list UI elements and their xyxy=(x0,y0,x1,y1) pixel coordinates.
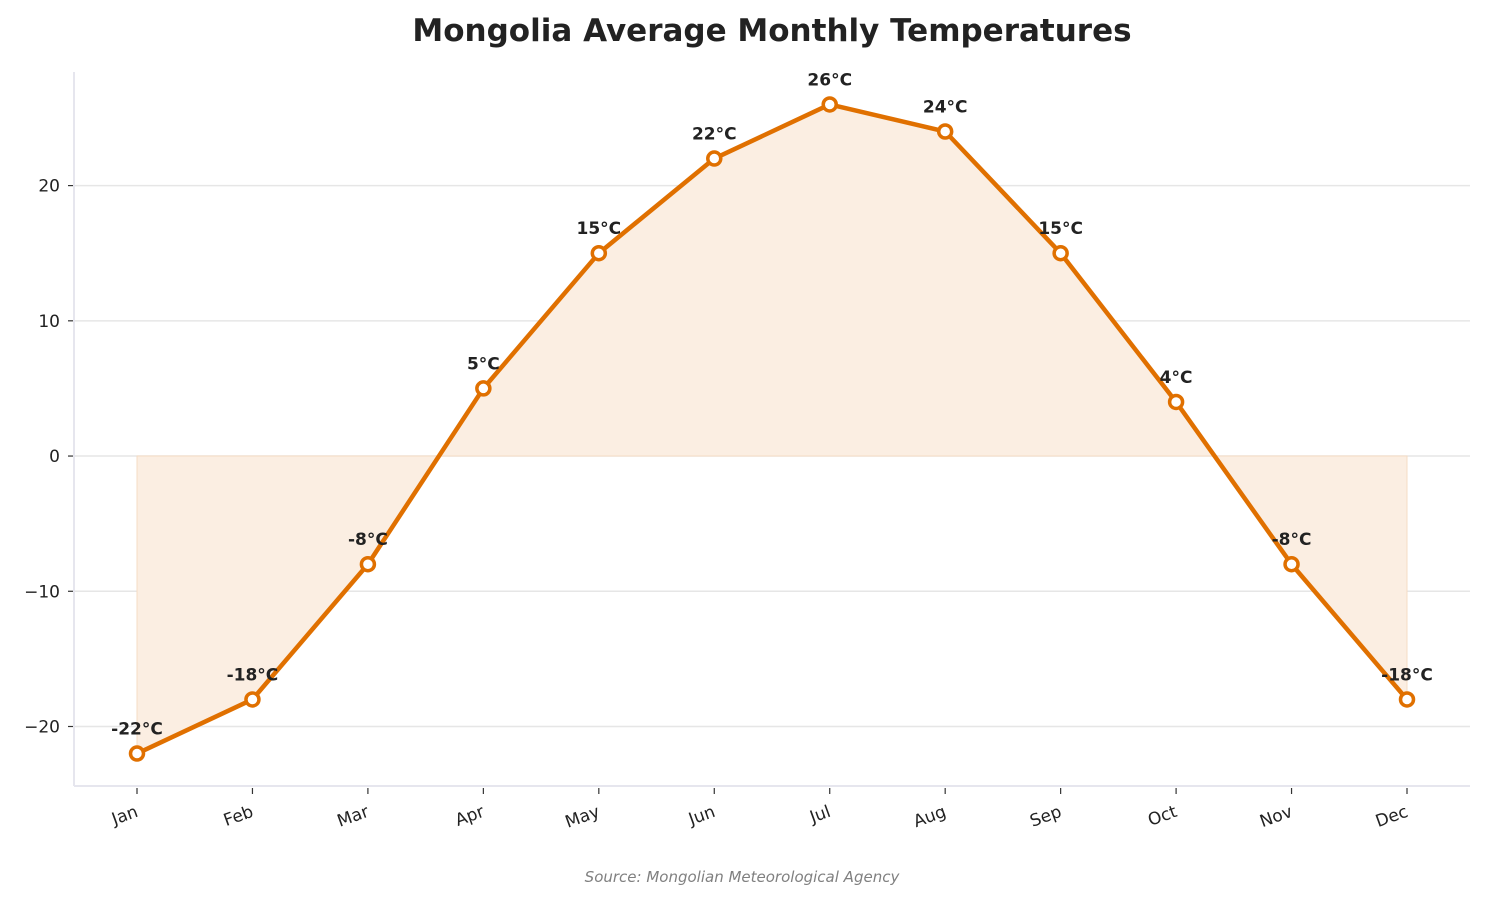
x-tick-label: Feb xyxy=(221,802,256,831)
data-point xyxy=(821,96,838,113)
y-tick-label: −20 xyxy=(24,718,60,738)
data-point xyxy=(359,555,377,573)
data-label: 24°C xyxy=(923,98,968,118)
data-point xyxy=(1283,555,1300,573)
data-label: 22°C xyxy=(692,125,737,145)
x-tick-label: Jul xyxy=(806,802,833,828)
data-point xyxy=(244,691,261,708)
data-label: -8°C xyxy=(1272,530,1312,550)
data-label: 5°C xyxy=(467,354,500,374)
data-label: -22°C xyxy=(111,720,163,740)
data-label: -18°C xyxy=(227,665,279,685)
x-tick-label: May xyxy=(563,802,603,833)
data-point xyxy=(1052,244,1069,262)
data-point xyxy=(475,380,492,397)
data-point xyxy=(706,150,723,167)
data-point xyxy=(590,244,608,262)
x-tick-label: Sep xyxy=(1027,802,1064,832)
data-label: -8°C xyxy=(348,530,388,550)
x-tick-label: Dec xyxy=(1373,802,1411,832)
data-point xyxy=(936,123,954,140)
series-line xyxy=(136,102,1409,756)
y-tick-label: 0 xyxy=(49,447,60,467)
data-label: -18°C xyxy=(1381,665,1433,685)
data-label: 15°C xyxy=(576,219,621,239)
x-tick-label: Aug xyxy=(911,802,949,832)
data-label: 4°C xyxy=(1160,368,1193,388)
x-tick-label: Mar xyxy=(335,802,372,832)
y-tick-label: −10 xyxy=(24,582,60,602)
x-tick-label: Jan xyxy=(108,802,140,830)
source-note: Source: Mongolian Meteorological Agency xyxy=(585,868,901,886)
x-tick-label: Oct xyxy=(1145,802,1180,831)
x-tick-label: Jun xyxy=(685,802,718,830)
y-tick-label: 10 xyxy=(38,312,60,332)
chart-title: Mongolia Average Monthly Temperatures xyxy=(412,13,1131,49)
data-label: 26°C xyxy=(807,70,852,90)
x-tick-label: Nov xyxy=(1257,802,1295,832)
y-tick-label: 20 xyxy=(38,177,60,197)
data-label: 15°C xyxy=(1038,219,1083,239)
area-fill xyxy=(136,103,1408,755)
data-point xyxy=(1398,691,1416,708)
data-point xyxy=(128,745,146,762)
x-tick-label: Apr xyxy=(453,802,487,831)
data-point xyxy=(1167,393,1185,411)
